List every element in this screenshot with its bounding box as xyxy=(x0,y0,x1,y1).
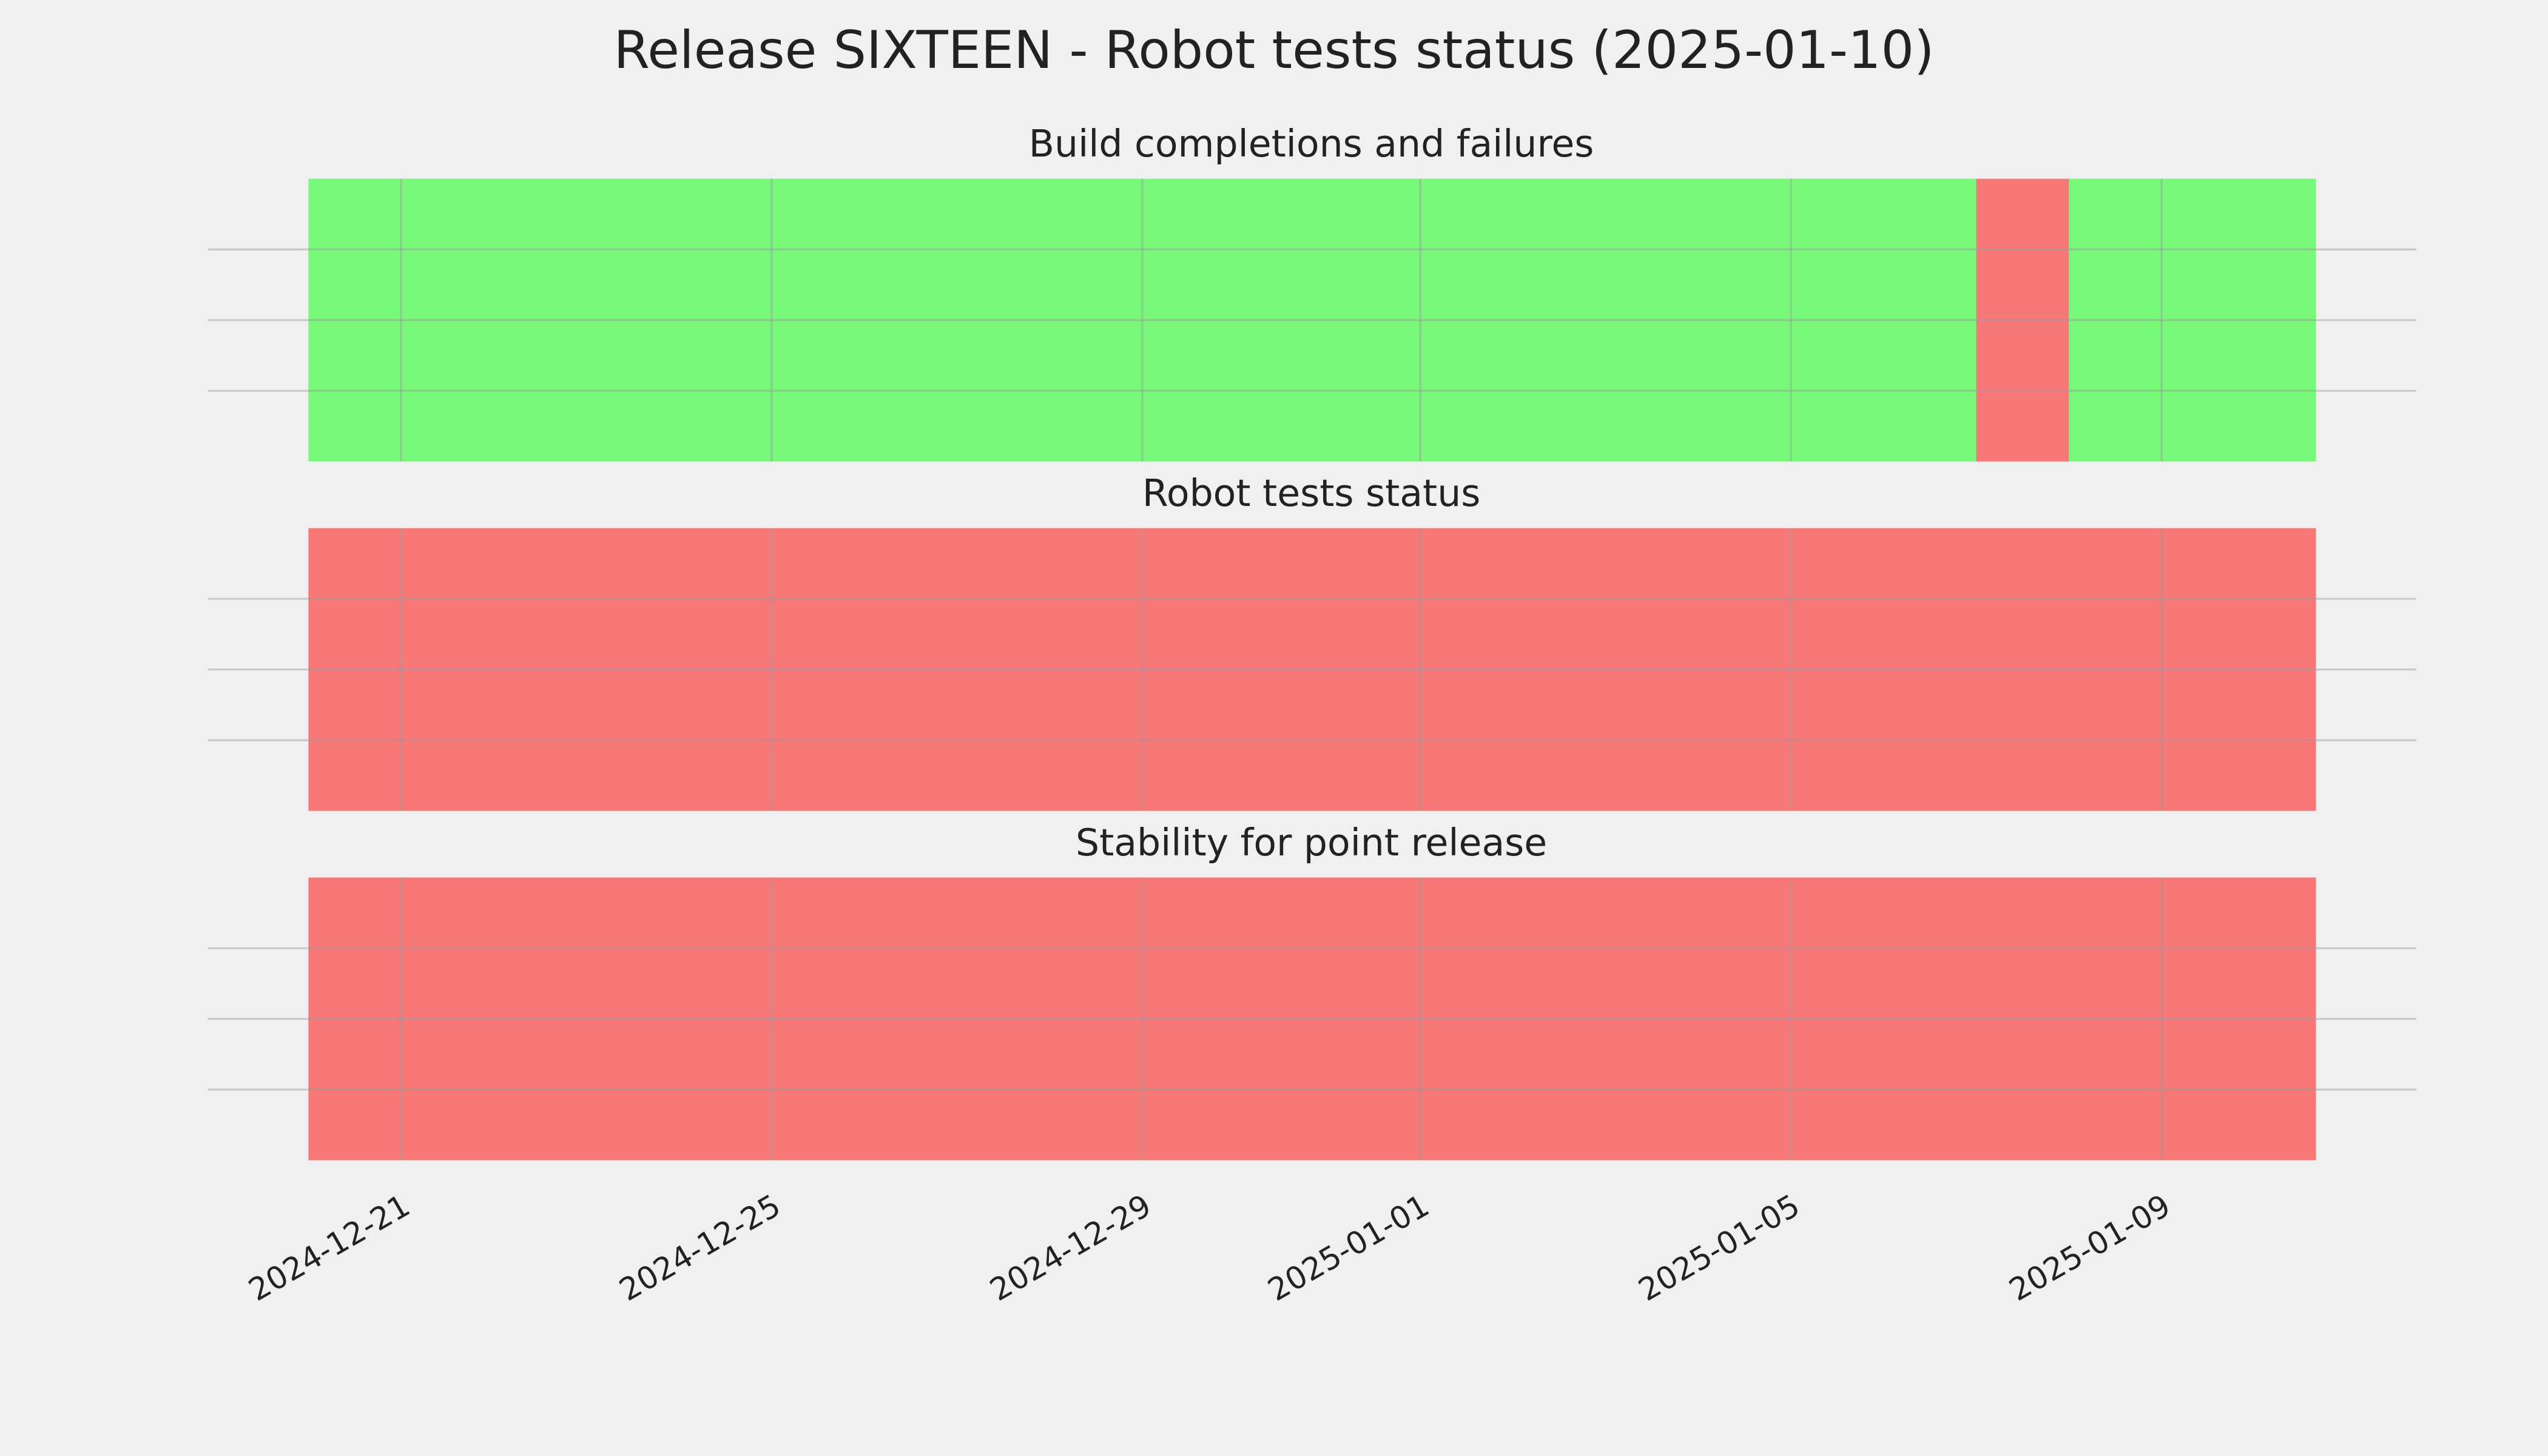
panel-title: Robot tests status xyxy=(1142,471,1480,515)
status-span xyxy=(2069,178,2316,462)
status-span xyxy=(1976,178,2069,462)
status-span xyxy=(308,528,2316,811)
status-span xyxy=(308,877,2316,1161)
panel-title: Stability for point release xyxy=(1076,821,1547,864)
status-span xyxy=(308,178,1977,462)
chart-title: Release SIXTEEN - Robot tests status (20… xyxy=(614,20,1935,81)
panel-title: Build completions and failures xyxy=(1029,122,1594,166)
